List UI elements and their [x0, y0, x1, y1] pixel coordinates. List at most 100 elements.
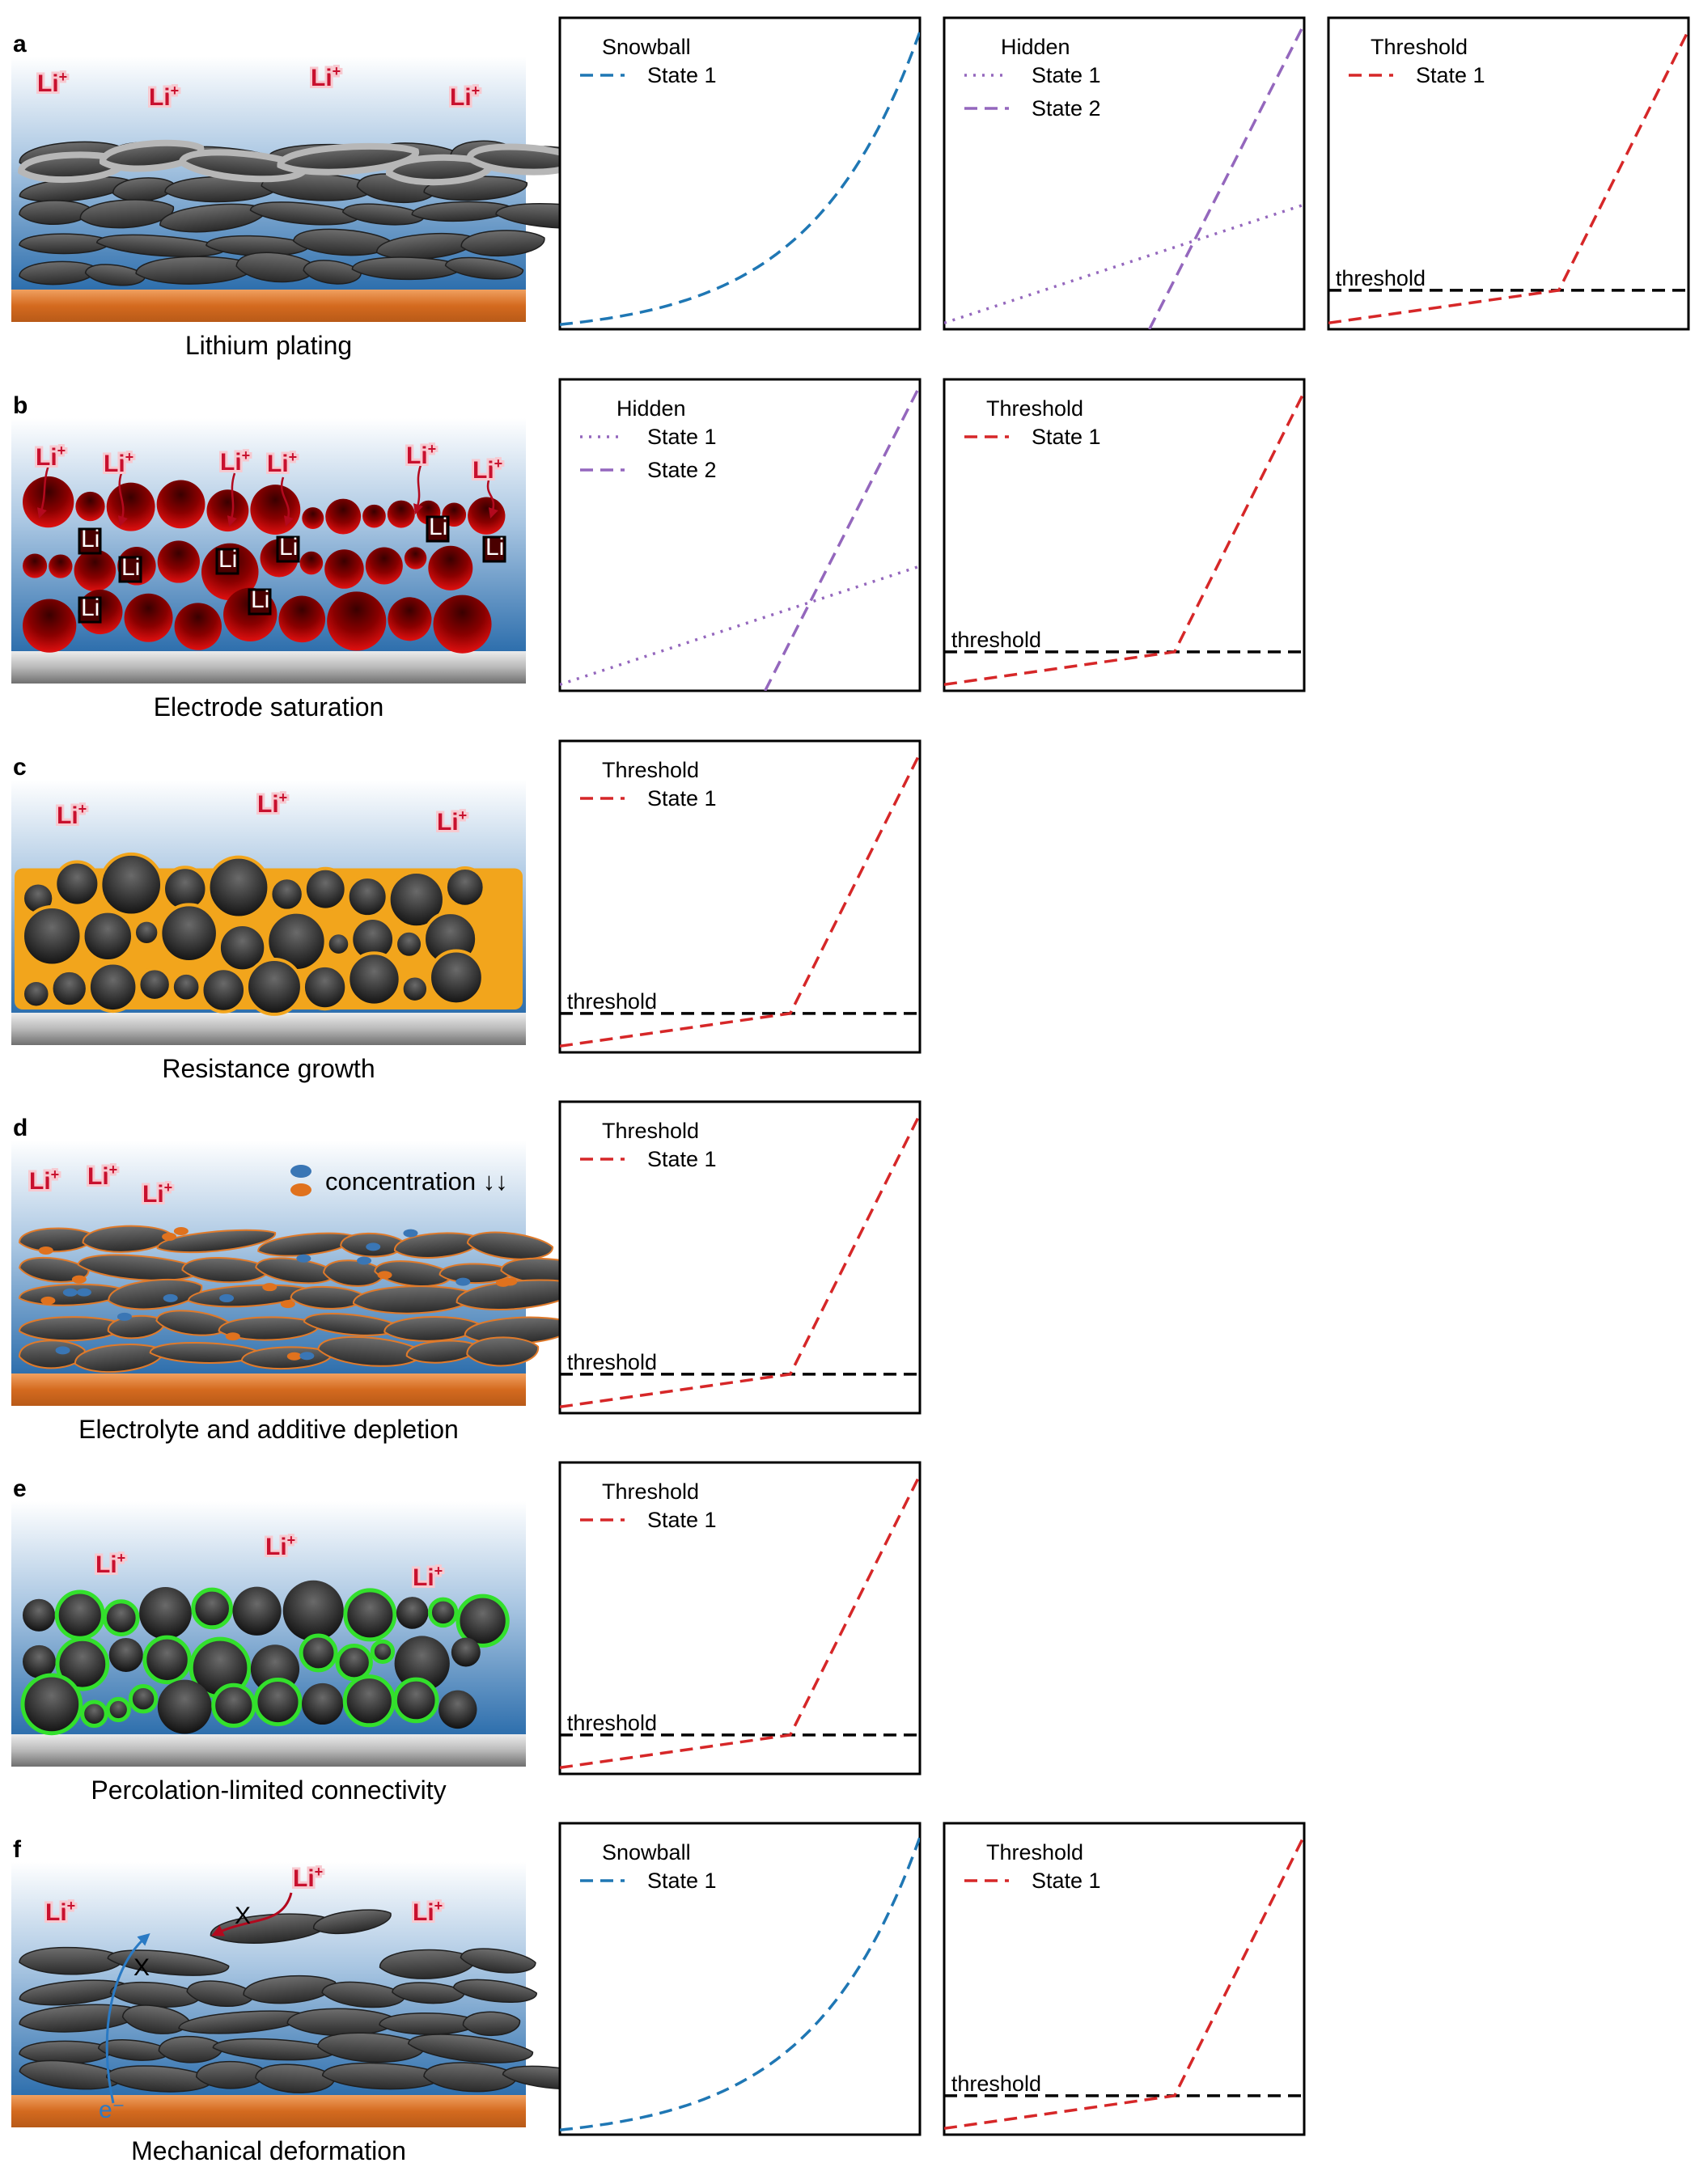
panel-letter: b	[13, 392, 28, 419]
series-line-state-2	[1148, 23, 1304, 329]
active-particle	[392, 1677, 439, 1724]
active-particle	[49, 554, 73, 578]
plot-frame	[943, 378, 1306, 692]
concentration-label: concentration ↓↓	[325, 1167, 508, 1196]
li-ion-label: Li+	[406, 441, 436, 469]
panel-caption: Percolation-limited connectivity	[91, 1776, 446, 1805]
additive-molecule	[286, 1352, 302, 1361]
additive-molecule	[280, 1300, 295, 1309]
additive-molecule	[163, 1293, 178, 1302]
plot-area	[560, 31, 920, 326]
active-particle	[253, 1678, 303, 1727]
plot-frame	[1327, 16, 1690, 331]
li-ion-label: Li+	[450, 83, 480, 111]
li-ion-label: Li+	[36, 442, 66, 471]
legend-title: Hidden	[616, 396, 686, 421]
panel-letter: f	[13, 1836, 22, 1863]
active-particle	[394, 929, 425, 959]
illustration-a: Li+ Li+ Li+ Li+ Lithium plating a	[11, 31, 625, 360]
legend-label: State 2	[1032, 96, 1101, 121]
inserted-li-text: Li	[121, 554, 140, 581]
active-particle	[157, 540, 200, 583]
panel-letter: c	[13, 754, 27, 781]
active-particle	[20, 1673, 83, 1736]
legend-label: State 1	[647, 425, 717, 449]
graphite-particle	[19, 1340, 86, 1369]
ion-path-arrow	[211, 1892, 293, 1936]
blocked-ion-mark: X	[235, 1903, 251, 1929]
threshold-label: threshold	[567, 1350, 657, 1374]
threshold-label: threshold	[567, 1711, 657, 1735]
active-particle	[335, 1643, 373, 1682]
active-particle	[142, 1635, 192, 1685]
active-particle	[80, 1699, 108, 1729]
active-particle	[106, 482, 155, 531]
legend-label: State 2	[647, 458, 717, 482]
active-particle	[400, 974, 430, 1004]
active-particle	[55, 1636, 110, 1691]
active-particle	[396, 1597, 429, 1629]
inserted-li-text: Li	[81, 526, 100, 552]
series-line-state-1	[1328, 29, 1688, 325]
active-particle	[157, 1679, 212, 1734]
graphite-particle	[407, 2034, 534, 2063]
active-particle	[200, 967, 248, 1014]
additive-molecule	[76, 1288, 91, 1297]
plot-frame	[943, 1822, 1306, 2136]
graphite-particle	[79, 199, 174, 229]
series-line-state-1	[560, 1836, 920, 2131]
graphite-particle	[466, 1336, 540, 1367]
plot-threshold: threshold Threshold State 1	[1327, 16, 1690, 331]
inserted-li-text: Li	[251, 586, 269, 613]
active-particle	[303, 866, 348, 912]
active-particle	[99, 852, 164, 917]
plot-threshold: threshold Threshold State 1	[558, 1100, 922, 1415]
active-particle	[74, 549, 117, 592]
active-particle	[232, 1586, 282, 1636]
graphite-particle	[462, 2011, 521, 2036]
plot-frame	[943, 16, 1306, 331]
additive-molecule	[162, 1232, 177, 1241]
active-particle	[455, 1594, 510, 1648]
additive-molecule	[357, 1256, 372, 1265]
li-ion-label: Li+	[45, 1898, 75, 1926]
active-particle	[206, 489, 249, 532]
active-particle	[49, 968, 89, 1009]
blocked-electron-mark: X	[133, 1954, 150, 1981]
active-particle	[387, 870, 446, 929]
active-particle	[394, 1636, 450, 1691]
active-particle	[428, 545, 473, 590]
threshold-label: threshold	[1336, 266, 1426, 290]
current-collector	[11, 1373, 526, 1406]
plot-frame	[558, 1461, 922, 1776]
ion-insertion-arrow	[281, 476, 294, 527]
ion-insertion-arrow	[486, 476, 498, 518]
inserted-li-box	[78, 527, 102, 555]
li-ion-label: Li+	[265, 1532, 295, 1560]
ion-insertion-arrow	[117, 472, 128, 527]
active-particle	[245, 958, 303, 1016]
active-particle	[132, 918, 161, 947]
inserted-li-box	[215, 548, 239, 575]
legend-title: Snowball	[602, 1840, 691, 1864]
li-ion-label: Li+	[87, 1162, 117, 1190]
active-particle	[365, 547, 403, 585]
series-line-state-1	[944, 203, 1304, 324]
active-particle	[206, 855, 271, 920]
active-particle	[159, 903, 219, 963]
threshold-label: threshold	[567, 989, 657, 1014]
active-particle	[443, 866, 486, 908]
ion-insertion-arrow	[227, 472, 237, 527]
plot-threshold: threshold Threshold State 1	[558, 739, 922, 1054]
additive-molecule	[296, 1254, 311, 1263]
plot-area	[560, 1113, 920, 1409]
active-particle	[451, 1637, 481, 1667]
legend-title: Threshold	[602, 758, 699, 782]
legend-title: Threshold	[602, 1479, 699, 1504]
active-particle	[128, 1683, 159, 1714]
panel-letter: d	[13, 1115, 28, 1141]
plot-frame	[558, 1100, 922, 1415]
plot-threshold: threshold Threshold State 1	[943, 378, 1306, 692]
active-particle	[108, 1637, 143, 1673]
active-particle	[362, 504, 386, 528]
